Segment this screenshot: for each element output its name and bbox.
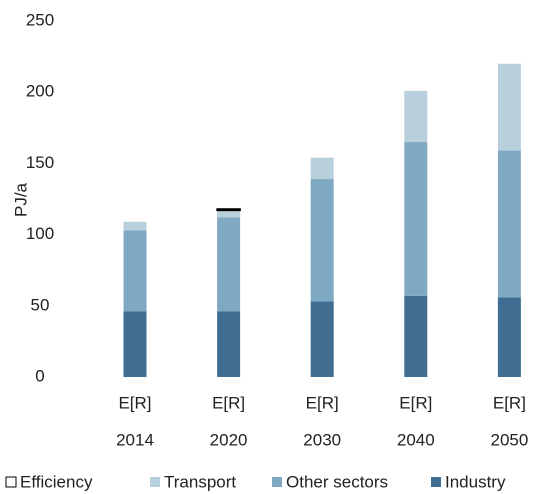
legend-label: Transport [164,472,236,491]
legend-label: Industry [445,472,506,491]
legend-label: Efficiency [20,472,93,491]
y-tick-label: 150 [26,153,54,172]
y-tick-label: 100 [26,224,54,243]
bar-segment [404,295,428,377]
y-tick-label: 0 [35,366,44,385]
bar-segment [123,230,147,312]
x-tick-label: 2040 [397,430,435,449]
bar-segment [497,63,521,151]
bar-segment [217,210,241,218]
x-tick-sublabel: E[R] [212,393,245,412]
x-tick-sublabel: E[R] [399,393,432,412]
legend-swatch [150,477,160,487]
bar-segment [497,297,521,377]
y-tick-label: 50 [31,295,50,314]
bar-segment [217,311,241,377]
bar-segment [310,179,334,302]
bar-segment [404,90,428,143]
bar-segment [123,311,147,377]
x-tick-sublabel: E[R] [306,393,339,412]
x-tick-label: 2014 [116,430,154,449]
bar-segment [497,150,521,298]
y-axis-label: PJ/a [11,182,30,217]
bar-segment [404,142,428,296]
legend-swatch [272,477,282,487]
y-tick-label: 200 [26,82,54,101]
x-tick-sublabel: E[R] [118,393,151,412]
legend-swatch [431,477,441,487]
x-tick-label: 2020 [210,430,248,449]
y-tick-label: 250 [26,10,54,29]
x-tick-sublabel: E[R] [493,393,526,412]
legend-swatch [5,476,17,488]
legend-label: Other sectors [286,472,388,491]
bar-segment [123,221,147,231]
bar-segment [310,301,334,377]
bar-segment [310,157,334,180]
bar-segment [217,217,241,312]
bar-segment [216,208,241,212]
x-tick-label: 2030 [303,430,341,449]
x-tick-label: 2050 [490,430,528,449]
